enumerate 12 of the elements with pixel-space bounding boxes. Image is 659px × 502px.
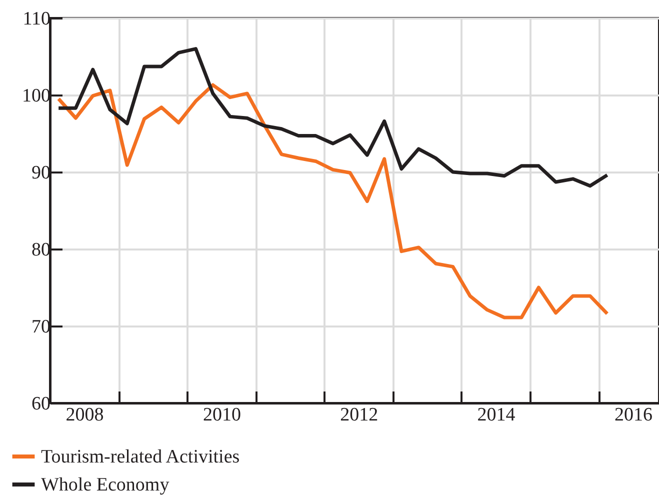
legend-label: Whole Economy: [41, 474, 170, 496]
x-tick-label: 2016: [614, 404, 652, 426]
y-tick-label: 60: [32, 394, 50, 414]
y-tick-label: 100: [22, 86, 50, 106]
y-tick-label: 110: [22, 8, 50, 30]
x-tick-label: 2008: [66, 404, 104, 426]
line-series: [56, 83, 609, 320]
line-series: [56, 47, 609, 188]
x-tick-label: 2012: [340, 404, 378, 426]
x-tick-label: 2014: [477, 404, 516, 426]
x-tick-label: 2010: [202, 404, 241, 426]
legend-label: Tourism-related Activities: [41, 446, 240, 468]
